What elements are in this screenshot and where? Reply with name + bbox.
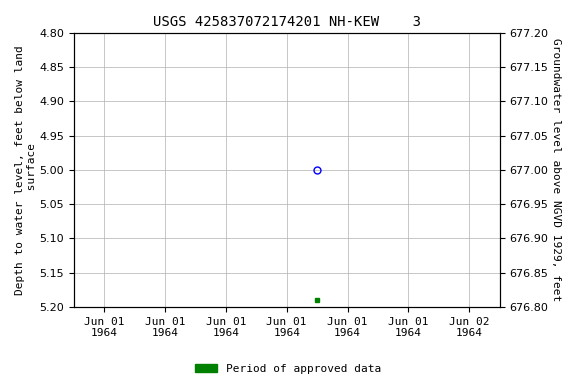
Y-axis label: Groundwater level above NGVD 1929, feet: Groundwater level above NGVD 1929, feet (551, 38, 561, 301)
Title: USGS 425837072174201 NH-KEW    3: USGS 425837072174201 NH-KEW 3 (153, 15, 420, 29)
Legend: Period of approved data: Period of approved data (191, 359, 385, 379)
Y-axis label: Depth to water level, feet below land
 surface: Depth to water level, feet below land su… (15, 45, 37, 295)
